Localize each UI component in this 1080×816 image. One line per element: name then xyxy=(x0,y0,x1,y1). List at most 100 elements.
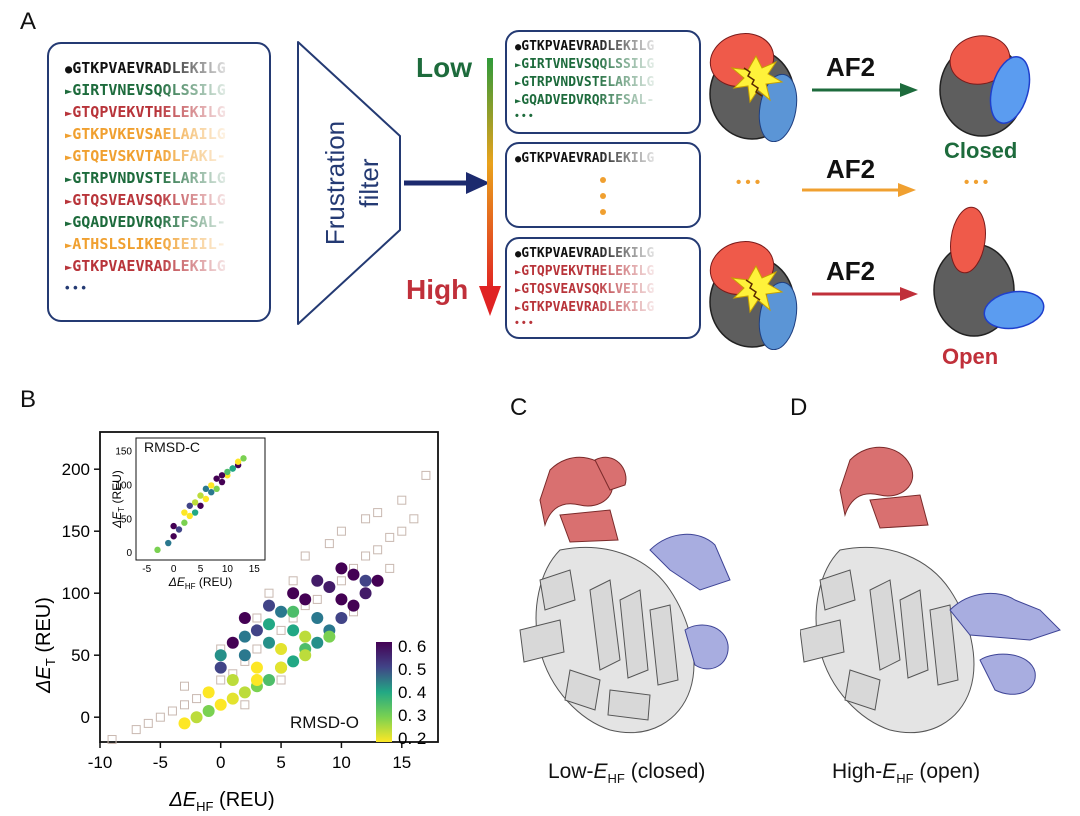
inset-point xyxy=(218,472,226,479)
square-point xyxy=(373,508,383,518)
y-tick-label: 50 xyxy=(71,646,90,665)
open-structure-image xyxy=(800,446,1061,734)
square-point xyxy=(336,576,346,586)
inset-point xyxy=(208,489,215,496)
square-point xyxy=(361,551,371,561)
circle-point xyxy=(311,636,324,649)
circle-point xyxy=(287,587,300,600)
frustration-gradient-arrow xyxy=(479,58,501,316)
circle-point xyxy=(238,612,251,624)
sequence-line: ►GTQSVEAVSQKLVEILG xyxy=(515,281,699,299)
inset-point xyxy=(175,526,183,533)
inset-point xyxy=(170,522,177,530)
circle-point xyxy=(359,587,372,600)
square-point xyxy=(276,675,286,685)
sequence-line: ►GTKPVAEVRADLEKILG xyxy=(515,299,699,317)
low-ellipsis: • • • xyxy=(515,110,533,122)
sequence-line: ●GTKPVAEVRADLEKILG xyxy=(515,150,699,168)
high-frustration-box: ●GTKPVAEVRADLEKILG ►GTQPVEKVTHELEKILG ►GTQ… xyxy=(505,237,701,339)
strained-protein-high-icon xyxy=(709,241,798,350)
inset-point xyxy=(181,509,188,516)
frustration-filter-shape: Frustration filter xyxy=(297,41,401,325)
af2-arrow-low xyxy=(812,83,918,97)
sequence-marker: ► xyxy=(65,84,73,98)
open-caption: High-EHF (open) xyxy=(832,760,981,787)
circle-point xyxy=(250,674,263,686)
circle-point xyxy=(190,711,203,724)
circle-point xyxy=(275,661,288,674)
sequence-text: GTKPVAEVRADLEKILG xyxy=(72,257,226,275)
square-point xyxy=(180,681,189,691)
sequence-marker: ● xyxy=(65,62,73,76)
filter-output-arrow xyxy=(404,172,490,194)
sequence-text: GTRPVNDVSTELARILG xyxy=(72,169,226,187)
filter-label-line1: Frustration xyxy=(320,121,350,245)
circle-points xyxy=(178,562,384,730)
sequence-marker: ► xyxy=(65,238,73,252)
inset-y-tick-label: 0 xyxy=(126,548,132,559)
circle-point xyxy=(214,698,227,711)
inset-point xyxy=(154,546,161,554)
sequence-marker: ● xyxy=(515,153,522,165)
sequence-line: ►GTQPVEKVTHELEKILG xyxy=(515,263,699,281)
high-label: High xyxy=(406,274,469,305)
inset-point xyxy=(234,458,242,465)
sequence-text: GTKPVKEVSAELAAILG xyxy=(72,125,226,143)
strained-protein-low-icon xyxy=(709,33,798,142)
square-point xyxy=(155,712,165,722)
circle-point xyxy=(299,593,312,606)
sequence-line: ►GTKPVAEVRADLEKILG xyxy=(65,256,269,278)
square-points xyxy=(107,470,431,745)
square-point xyxy=(324,539,334,549)
colorbar: 0. 6 0. 5 0. 4 0. 3 0. 2 xyxy=(376,637,426,748)
x-tick-label: 15 xyxy=(392,753,411,772)
panel-letter-a: A xyxy=(20,8,37,35)
closed-label: Closed xyxy=(944,138,1018,163)
square-point xyxy=(264,588,274,598)
colorbar-tick-label: 0. 4 xyxy=(398,683,426,702)
square-point xyxy=(167,706,177,716)
panel-letter-c: C xyxy=(510,394,528,421)
sequence-line: ►GTRPVNDVSTELARILG xyxy=(515,74,699,92)
sequence-marker: ► xyxy=(65,128,73,142)
circle-point xyxy=(311,612,324,624)
sequence-line: ►GTQSVEAVSQKLVEILG xyxy=(65,190,269,212)
inset-x-tick-label: -5 xyxy=(142,564,151,575)
circle-point xyxy=(275,605,288,618)
sequence-marker: ► xyxy=(515,266,522,278)
inset-point xyxy=(165,539,172,547)
sequence-marker: ► xyxy=(65,216,73,230)
circle-point xyxy=(226,674,239,686)
square-point xyxy=(385,532,395,542)
inset-y-axis-label: ΔET (REU) xyxy=(110,470,126,529)
circle-point xyxy=(347,599,360,612)
circle-point xyxy=(238,649,251,662)
square-point xyxy=(180,700,189,710)
inset-point xyxy=(186,512,193,520)
x-tick-label: 0 xyxy=(216,753,225,772)
low-frustration-box: ●GTKPVAEVRADLEKILG ►GIRTVNEVSQQLSSILG ►GTR… xyxy=(505,30,701,134)
circle-point xyxy=(299,649,312,662)
high-sequence-list: ●GTKPVAEVRADLEKILG ►GTQPVEKVTHELEKILG ►GTQ… xyxy=(515,245,699,317)
circle-point xyxy=(299,630,312,643)
inset-x-axis-label: ΔEHF (REU) xyxy=(168,575,232,591)
open-label: Open xyxy=(942,344,999,369)
open-protein-icon xyxy=(933,206,1045,337)
circle-point xyxy=(263,618,275,631)
sequence-text: GTQSVEAVSQKLVEILG xyxy=(521,282,655,297)
sequence-marker: ► xyxy=(515,77,522,89)
square-point xyxy=(385,563,395,573)
sequence-marker: ● xyxy=(515,41,522,53)
sequence-line: ●GTKPVAEVRADLEKILG xyxy=(65,58,269,80)
circle-point xyxy=(263,599,275,612)
circle-point xyxy=(275,643,288,655)
sequence-line: ►ATHSLSLIKEQIEIIL- xyxy=(65,234,269,256)
circle-point xyxy=(311,574,324,587)
sequence-line: ►GTQEVSKVTADLFAKL- xyxy=(65,146,269,168)
inset-point xyxy=(224,468,231,476)
circle-point xyxy=(238,686,251,699)
inset-point xyxy=(202,485,210,493)
sequence-marker: ► xyxy=(65,260,73,274)
